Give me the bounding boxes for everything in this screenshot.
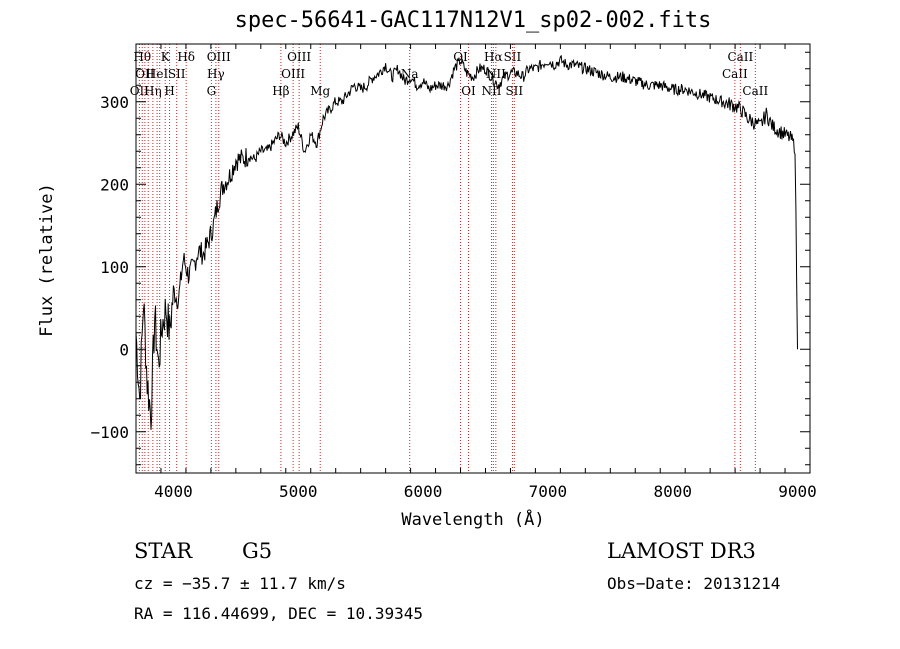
line-label-26: CaII [722, 67, 748, 81]
line-label-4: Hη [144, 84, 162, 98]
line-label-22: Hα [484, 50, 503, 64]
line-label-23: NII [486, 67, 506, 81]
x-tick-label-5000: 5000 [279, 482, 318, 501]
redshift-velocity: cz = −35.7 ± 11.7 km/s [134, 574, 346, 593]
line-label-7: K [161, 50, 171, 64]
line-label-9: SII [168, 67, 186, 81]
line-label-24: SII [504, 50, 522, 64]
y-tick-label-300: 300 [100, 93, 129, 112]
line-label-27: CaII [727, 50, 753, 64]
x-axis-label: Wavelength (Å) [401, 510, 545, 530]
x-tick-label-4000: 4000 [154, 482, 193, 501]
line-label-12: Hγ [207, 67, 225, 81]
observation-date: Obs−Date: 20131214 [607, 574, 781, 593]
sky-coordinates: RA = 116.44699, DEC = 10.39345 [134, 604, 423, 623]
survey-name: LAMOST DR3 [607, 539, 756, 563]
y-tick-label-0: 0 [119, 340, 129, 359]
y-tick-label-200: 200 [100, 175, 129, 194]
line-label-15: OIII [281, 67, 305, 81]
line-label-20: OI [461, 84, 476, 98]
line-label-8: H [164, 84, 174, 98]
line-label-5: HeI [146, 67, 169, 81]
line-label-16: OIII [287, 50, 311, 64]
line-label-14: Hβ [272, 84, 289, 98]
x-tick-label-8000: 8000 [653, 482, 692, 501]
object-subclass: G5 [242, 539, 273, 563]
y-tick-label-100: 100 [100, 258, 129, 277]
line-label-13: OIII [207, 50, 231, 64]
line-label-1: Hθ [133, 50, 151, 64]
plot-frame [135, 43, 811, 474]
line-label-0: OII [130, 84, 150, 98]
object-class: STAR [134, 539, 193, 563]
line-label-2: OII [135, 67, 155, 81]
y-tick-label--100: −100 [90, 423, 129, 442]
x-tick-label-6000: 6000 [404, 482, 443, 501]
line-label-17: Mg [310, 84, 330, 98]
x-tick-label-7000: 7000 [529, 482, 568, 501]
line-label-10: Hδ [177, 50, 195, 64]
line-label-28: CaII [742, 84, 768, 98]
line-label-11: G [207, 84, 217, 98]
spectrum-series [135, 54, 798, 430]
x-tick-label-9000: 9000 [778, 482, 817, 501]
chart-title: spec-56641-GAC117N12V1_sp02-002.fits [234, 8, 712, 33]
line-label-19: OI [453, 50, 468, 64]
line-label-25: SII [505, 84, 523, 98]
